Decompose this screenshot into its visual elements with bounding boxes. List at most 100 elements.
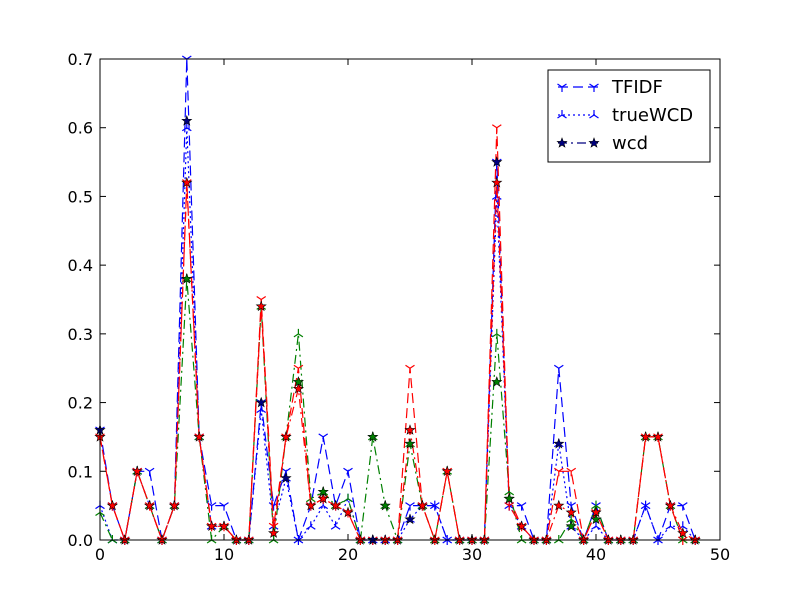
series-4-point-19 xyxy=(330,499,342,511)
y-tick-label-0.4: 0.4 xyxy=(68,256,93,275)
series-4-point-8 xyxy=(193,431,205,442)
y-tick-label-0.6: 0.6 xyxy=(68,119,93,138)
series-4-point-9 xyxy=(206,520,218,531)
series-4-point-44 xyxy=(640,431,652,442)
series-1-point-17 xyxy=(305,521,316,530)
x-tick-label-30: 30 xyxy=(462,545,482,564)
series-3-point-38 xyxy=(566,467,577,477)
series-4-point-14 xyxy=(268,527,280,538)
series-4-point-6 xyxy=(168,499,180,511)
star-marker-1-22 xyxy=(367,431,379,442)
series-0-point-25 xyxy=(405,502,415,511)
y-tick-label-0.1: 0.1 xyxy=(68,462,93,481)
star-marker-1-18 xyxy=(317,486,329,497)
x-tick-label-0: 0 xyxy=(95,545,105,564)
x-tick-label-40: 40 xyxy=(586,545,606,564)
star-marker-1-16 xyxy=(292,376,304,387)
series-4-point-46 xyxy=(664,499,676,511)
legend-item-1: trueWCD xyxy=(557,105,693,126)
star-marker-1-7 xyxy=(181,273,193,284)
series-4-point-38 xyxy=(565,506,577,518)
plot-frame xyxy=(99,58,721,541)
series-1-point-7 xyxy=(181,122,192,132)
legend-box xyxy=(547,69,711,163)
star-marker-0-13 xyxy=(255,396,267,408)
legend-label-2: wcd xyxy=(612,133,648,154)
y-tick-label-0.7: 0.7 xyxy=(68,50,93,69)
series-3-point-25 xyxy=(405,364,415,374)
legend-marker-b-1 xyxy=(589,110,599,119)
star-marker-1-32 xyxy=(491,376,503,387)
series-layer xyxy=(94,55,701,545)
series-1-point-44 xyxy=(640,500,651,510)
series-4-point-17 xyxy=(305,499,317,511)
star-marker-0-7 xyxy=(181,114,193,126)
series-1-point-27 xyxy=(429,500,440,510)
legend-label-1: trueWCD xyxy=(612,105,693,126)
x-tick-label-50: 50 xyxy=(710,545,730,564)
star-marker-1-23 xyxy=(379,499,391,511)
star-marker-1-25 xyxy=(404,437,416,449)
legend-marker-b-0 xyxy=(589,83,599,92)
series-0-point-27 xyxy=(429,502,440,511)
series-2-point-32 xyxy=(491,328,502,338)
series-3-point-16 xyxy=(293,364,304,374)
legend-marker-a-1 xyxy=(557,110,567,119)
star-marker-0-25 xyxy=(404,513,416,525)
series-4-point-28 xyxy=(441,465,453,477)
series-0-point-34 xyxy=(516,502,527,511)
series-4-point-34 xyxy=(516,520,528,531)
series-4-point-4 xyxy=(144,499,156,511)
series-4-point-1 xyxy=(106,499,118,511)
legend-marker-b-2 xyxy=(588,137,600,148)
series-4-point-47 xyxy=(677,527,689,538)
series-1-point-46 xyxy=(665,521,676,530)
series-4-point-25 xyxy=(404,424,416,435)
legend-marker-a-2 xyxy=(556,137,568,148)
series-3-point-32 xyxy=(491,124,502,133)
y-tick-label-0.0: 0.0 xyxy=(68,531,93,550)
series-2-point-40 xyxy=(591,500,601,510)
series-4-point-26 xyxy=(416,499,428,511)
star-marker-1-40 xyxy=(590,513,602,525)
series-0-point-47 xyxy=(677,502,688,511)
series-1-point-19 xyxy=(330,521,341,530)
series-0-point-18 xyxy=(318,433,329,442)
series-4-point-7 xyxy=(181,176,193,188)
series-4-point-45 xyxy=(652,431,664,442)
series-0-point-20 xyxy=(343,467,353,477)
y-tick-label-0.2: 0.2 xyxy=(68,394,93,413)
legend-item-2: wcd xyxy=(556,133,648,154)
star-marker-1-38 xyxy=(565,520,577,531)
star-marker-0-15 xyxy=(280,472,292,483)
legend: TFIDF trueWCD wcd xyxy=(547,69,711,163)
ticks-layer: 0 10 20 30 40 50 0.0 0.1 0.2 0.3 0.4 0.5 0.6 0.7 xyxy=(68,50,731,564)
series-4-point-16 xyxy=(292,382,304,394)
star-marker-0-37 xyxy=(553,437,565,449)
series-0-point-4 xyxy=(144,467,155,477)
series-1-point-13 xyxy=(256,404,267,413)
y-tick-label-0.3: 0.3 xyxy=(68,325,93,344)
y-tick-label-0.5: 0.5 xyxy=(68,187,93,206)
star-marker-0-32 xyxy=(491,156,503,167)
series-2-point-16 xyxy=(293,328,304,338)
series-4-point-32 xyxy=(491,176,503,188)
series-4-point-37 xyxy=(553,499,565,511)
legend-item-0: TFIDF xyxy=(557,77,663,98)
series-4-point-15 xyxy=(280,431,292,442)
legend-marker-a-0 xyxy=(557,83,567,92)
series-4-point-3 xyxy=(131,465,143,477)
series-4-point-13 xyxy=(255,300,267,312)
series-2-point-20 xyxy=(343,493,353,503)
star-marker-1-33 xyxy=(503,492,515,504)
series-4-point-20 xyxy=(342,506,354,518)
series-3-point-33 xyxy=(504,502,515,511)
x-tick-label-20: 20 xyxy=(338,545,358,564)
series-0-point-10 xyxy=(219,502,229,511)
series-4-point-10 xyxy=(218,520,230,531)
series-1-point-40 xyxy=(591,521,601,530)
x-tick-label-10: 10 xyxy=(214,545,234,564)
series-4-point-18 xyxy=(317,492,329,504)
series-3-point-37 xyxy=(553,467,564,477)
